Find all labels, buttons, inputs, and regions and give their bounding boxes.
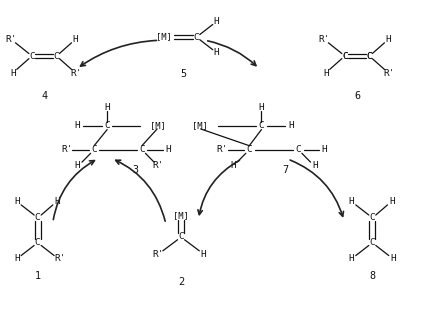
- Text: R': R': [153, 250, 164, 259]
- Text: H: H: [10, 69, 16, 78]
- Text: C: C: [342, 52, 348, 61]
- Text: C: C: [369, 213, 375, 222]
- Text: H: H: [323, 69, 329, 78]
- Text: 7: 7: [282, 165, 289, 175]
- Text: H: H: [75, 121, 81, 130]
- Text: H: H: [165, 145, 171, 154]
- Text: R': R': [71, 69, 82, 78]
- Text: H: H: [390, 254, 396, 263]
- Text: C: C: [194, 33, 199, 42]
- Text: R': R': [54, 254, 66, 263]
- Text: H: H: [322, 145, 327, 154]
- Text: H: H: [259, 103, 264, 112]
- Text: [M]: [M]: [156, 33, 171, 42]
- Text: H: H: [312, 162, 318, 170]
- Text: C: C: [35, 238, 41, 247]
- Text: H: H: [348, 197, 354, 206]
- Text: H: H: [230, 162, 235, 170]
- Text: C: C: [366, 52, 372, 61]
- Text: 3: 3: [133, 165, 139, 175]
- Text: H: H: [213, 17, 219, 26]
- Text: 4: 4: [41, 91, 47, 101]
- Text: H: H: [288, 121, 294, 130]
- Text: C: C: [29, 52, 35, 61]
- Text: C: C: [178, 232, 184, 241]
- Text: C: C: [296, 145, 301, 154]
- Text: H: H: [104, 103, 110, 112]
- Text: C: C: [366, 52, 372, 61]
- Text: R': R': [153, 162, 164, 170]
- Text: R': R': [6, 35, 17, 44]
- Text: C: C: [104, 121, 110, 130]
- Text: R': R': [319, 35, 330, 44]
- Text: H: H: [75, 162, 81, 170]
- Text: C: C: [259, 121, 264, 130]
- Text: C: C: [246, 145, 252, 154]
- Text: R': R': [61, 145, 73, 154]
- Text: 5: 5: [180, 68, 186, 79]
- Text: 6: 6: [354, 91, 360, 101]
- Text: H: H: [72, 35, 78, 44]
- Text: H: H: [389, 197, 395, 206]
- Text: H: H: [14, 254, 20, 263]
- Text: C: C: [139, 145, 145, 154]
- Text: C: C: [35, 213, 41, 222]
- Text: [M]: [M]: [173, 211, 189, 220]
- Text: H: H: [213, 48, 219, 58]
- Text: R': R': [217, 145, 228, 154]
- Text: [M]: [M]: [192, 121, 208, 130]
- Text: C: C: [54, 52, 59, 61]
- Text: 1: 1: [34, 271, 41, 281]
- Text: H: H: [348, 254, 354, 263]
- Text: [M]: [M]: [150, 121, 166, 130]
- Text: H: H: [385, 35, 391, 44]
- Text: H: H: [54, 197, 60, 206]
- Text: H: H: [201, 250, 207, 259]
- Text: C: C: [342, 52, 348, 61]
- Text: C: C: [369, 238, 375, 247]
- Text: R': R': [384, 69, 395, 78]
- Text: 8: 8: [369, 271, 375, 281]
- Text: C: C: [91, 145, 97, 154]
- Text: H: H: [14, 197, 20, 206]
- Text: 2: 2: [178, 278, 184, 287]
